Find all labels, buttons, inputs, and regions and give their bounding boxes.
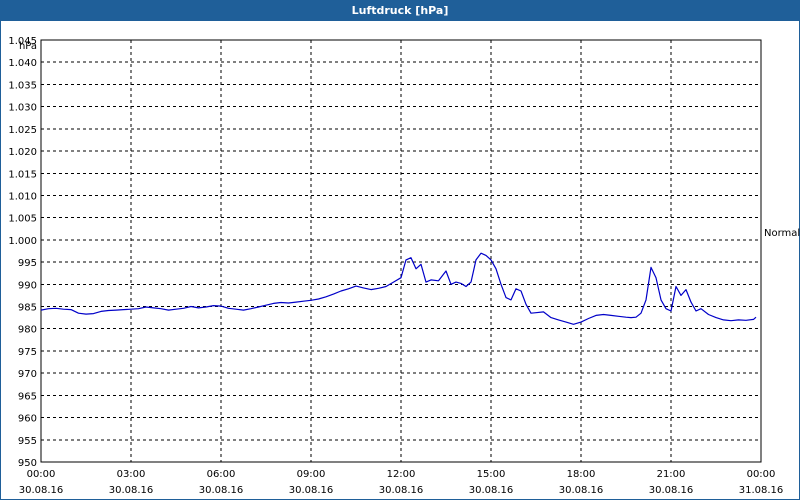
x-tick-date-label: 31.08.16 — [739, 485, 784, 496]
chart-title: Luftdruck [hPa] — [0, 0, 800, 21]
x-tick-time-label: 15:00 — [477, 469, 506, 480]
y-tick-label: 1.020 — [8, 147, 37, 158]
x-tick-time-label: 00:00 — [27, 469, 56, 480]
x-tick-time-label: 06:00 — [207, 469, 236, 480]
y-tick-label: 955 — [18, 436, 37, 447]
y-tick-label: 960 — [18, 414, 37, 425]
y-tick-label: 965 — [18, 391, 37, 402]
y-tick-label: 995 — [18, 258, 37, 269]
y-tick-label: 1.005 — [8, 214, 37, 225]
y-tick-label: 1.035 — [8, 80, 37, 91]
x-tick-time-label: 21:00 — [657, 469, 686, 480]
x-tick-date-label: 30.08.16 — [559, 485, 604, 496]
y-tick-label: 985 — [18, 303, 37, 314]
x-tick-time-label: 09:00 — [297, 469, 326, 480]
x-tick-time-label: 12:00 — [387, 469, 416, 480]
x-tick-date-label: 30.08.16 — [199, 485, 244, 496]
x-tick-time-label: 03:00 — [117, 469, 146, 480]
y-tick-label: 1.025 — [8, 125, 37, 136]
x-tick-date-label: 30.08.16 — [379, 485, 424, 496]
y-tick-label: 990 — [18, 280, 37, 291]
y-tick-label: 950 — [18, 458, 37, 469]
y-tick-label: 1.010 — [8, 191, 37, 202]
y-tick-label: 1.015 — [8, 169, 37, 180]
x-tick-time-label: 18:00 — [567, 469, 596, 480]
y-tick-label: 980 — [18, 325, 37, 336]
x-tick-time-label: 00:00 — [747, 469, 776, 480]
reference-line-label: Normal — [764, 228, 800, 239]
x-tick-date-label: 30.08.16 — [109, 485, 154, 496]
y-tick-label: 1.040 — [8, 58, 37, 69]
x-tick-date-label: 30.08.16 — [289, 485, 334, 496]
x-tick-date-label: 30.08.16 — [469, 485, 514, 496]
plot-area-border — [40, 39, 762, 463]
x-tick-date-label: 30.08.16 — [19, 485, 64, 496]
y-tick-label: 970 — [18, 369, 37, 380]
x-tick-date-label: 30.08.16 — [649, 485, 694, 496]
pressure-series-line — [40, 252, 757, 325]
y-tick-label: 975 — [18, 347, 37, 358]
y-tick-label: 1.000 — [8, 236, 37, 247]
y-tick-label: 1.045 — [8, 36, 37, 47]
y-tick-label: 1.030 — [8, 103, 37, 114]
y-unit-label: hPa — [19, 41, 37, 52]
